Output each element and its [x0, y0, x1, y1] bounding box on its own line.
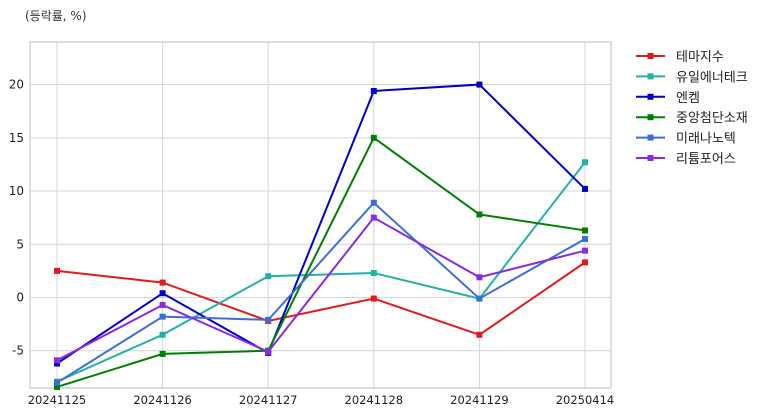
grid [30, 42, 611, 388]
x-tick-label: 20241126 [133, 393, 192, 407]
data-point [582, 159, 588, 166]
series-line [56, 136, 586, 388]
data-point [159, 313, 166, 320]
data-point [54, 360, 60, 367]
plot-frame [29, 41, 612, 389]
data-point [370, 270, 377, 277]
data-point [582, 247, 588, 254]
series-line [56, 83, 586, 365]
data-point [54, 383, 60, 390]
y-tick-label: 5 [16, 237, 24, 251]
data-point [582, 185, 588, 192]
legend-label: 리튬포어스 [676, 152, 736, 167]
y-tick-label: 15 [9, 131, 24, 145]
data-point [265, 348, 272, 355]
data-point [54, 267, 60, 274]
series-line [56, 216, 586, 362]
data-point [476, 274, 483, 281]
legend-swatch-marker [647, 53, 654, 59]
data-point [476, 331, 483, 338]
x-tick-label: 20241125 [28, 393, 87, 407]
data-point [159, 301, 166, 308]
series-line [56, 161, 586, 383]
legend-label: 테마지수 [676, 50, 724, 65]
legend-swatch-marker [647, 134, 654, 141]
unit-label: (등락률, %) [25, 9, 87, 23]
series-엔켐 [54, 81, 588, 367]
data-point [159, 290, 166, 297]
data-point [159, 350, 166, 357]
legend-label: 미래나노텍 [676, 132, 736, 147]
y-tick-label: 0 [16, 291, 24, 305]
data-point [370, 199, 377, 206]
legend-swatch-marker [647, 93, 654, 100]
data-point [265, 316, 272, 323]
data-point [370, 134, 377, 141]
series-리튬포어스 [54, 214, 588, 364]
data-point [582, 227, 588, 234]
data-point [159, 279, 166, 286]
data-point [159, 331, 166, 338]
x-tick-label: 20241129 [450, 393, 509, 407]
x-tick-label: 20250414 [556, 393, 615, 407]
data-point [370, 87, 377, 94]
legend-label: 중앙첨단소재 [676, 111, 748, 126]
data-point [476, 211, 483, 218]
data-point [370, 214, 377, 221]
x-tick-label: 20241127 [239, 393, 298, 407]
data-point [476, 81, 483, 88]
data-point [54, 379, 60, 386]
series-line [56, 201, 586, 384]
series-line [56, 261, 586, 336]
y-tick-label: -5 [12, 344, 24, 358]
series-미래나노텍 [54, 199, 588, 386]
data-point [54, 357, 60, 364]
data-point [582, 235, 588, 242]
legend-label: 유일에너테크 [676, 70, 748, 85]
data-point [582, 259, 588, 266]
legend-swatch-marker [647, 73, 654, 80]
y-tick-label: 20 [9, 78, 24, 92]
y-tick-label: 10 [9, 184, 24, 198]
data-point [476, 295, 483, 302]
data-point [370, 295, 377, 302]
legend-swatch-marker [647, 114, 654, 121]
data-point [265, 273, 272, 280]
legend-swatch-marker [647, 155, 654, 161]
legend-label: 엔켐 [676, 91, 700, 106]
series-테마지수 [54, 259, 588, 338]
x-tick-label: 20241128 [345, 393, 404, 407]
